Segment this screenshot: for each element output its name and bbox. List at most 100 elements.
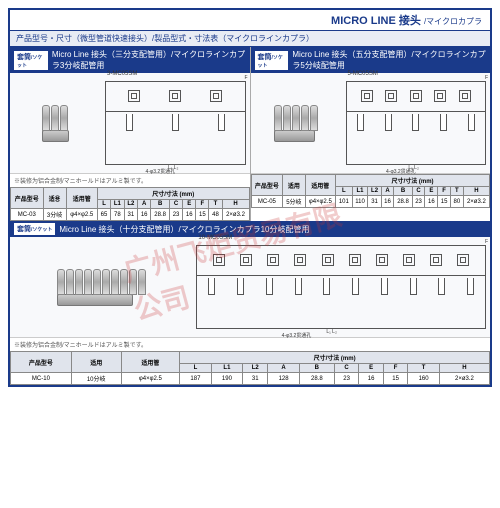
schematic-drawing: 10-MC05SM4-φ3.2贯通孔FL₁ L₂	[192, 237, 490, 337]
dim-f: F	[485, 239, 488, 245]
header-title: MICRO LINE 接头	[331, 15, 421, 27]
schematic-port	[349, 254, 361, 266]
panel-title-text: Micro Line 接头（三分支配管用）/マイクロラインカプラ3分岐配管用	[52, 49, 246, 71]
table-cell: 16	[359, 373, 384, 385]
connector-pin	[60, 105, 68, 131]
connector-pin	[274, 105, 282, 131]
table-header: 适用管	[305, 175, 336, 196]
table-cell: 3分岐	[43, 209, 66, 221]
schematic-port	[213, 254, 225, 266]
schematic-pin	[468, 114, 475, 131]
table-row: MC-033分岐φ4×φ2.56578311628.8231615482×ø3.…	[11, 209, 250, 221]
table-subheader: L1	[211, 364, 242, 373]
schematic-pin	[323, 278, 330, 295]
connector-pin	[138, 269, 146, 295]
connector-render	[42, 105, 69, 142]
diagram-area: 10-MC05SM4-φ3.2贯通孔FL₁ L₂	[10, 237, 490, 338]
table-cell: 23	[170, 209, 183, 221]
header-sub: /マイクロカプラ	[424, 17, 482, 26]
connector-pin	[129, 269, 137, 295]
table-subheader: C	[412, 187, 425, 196]
product-photo	[10, 73, 101, 173]
connector-pin	[301, 105, 309, 131]
schematic-bottom	[347, 112, 486, 167]
schematic-port	[376, 254, 388, 266]
schematic-port	[403, 254, 415, 266]
bottom-row: 套筒/ソケットMicro Line 接头（十分支配管用）/マイクロラインカプラ1…	[10, 221, 490, 385]
table-cell: 16	[183, 209, 196, 221]
table-header: 产品型号	[251, 175, 283, 196]
panel-title: 套筒/ソケットMicro Line 接头（十分支配管用）/マイクロラインカプラ1…	[10, 221, 490, 237]
schematic-pin	[295, 278, 302, 295]
diagram-area: 5-MC05SM4-φ3.2贯通孔FL₁ L₂	[251, 73, 491, 174]
table-cell: 2×ø3.2	[222, 209, 249, 221]
table-cell: 65	[97, 209, 110, 221]
table-unit-header: 尺寸/寸法 (mm)	[336, 175, 490, 187]
schematic-port	[169, 90, 181, 102]
product-panel: 套筒/ソケットMicro Line 接头（三分支配管用）/マイクロラインカプラ3…	[10, 47, 251, 221]
table-subheader: H	[463, 187, 489, 196]
table-cell: 160	[408, 373, 439, 385]
connector-pin	[57, 269, 65, 295]
table-subheader: L2	[124, 200, 138, 209]
connector-base	[57, 294, 133, 306]
connector-pin	[66, 269, 74, 295]
table-cell: φ4×φ2.5	[121, 373, 180, 385]
dim-f: F	[485, 75, 488, 81]
table-header: 适用管	[66, 188, 97, 209]
table-row: MC-1010分岐φ4×φ2.51871903112828.8231615160…	[11, 373, 490, 385]
schematic-port	[457, 254, 469, 266]
diagram-area: 3-MC05SM4-φ3.2贯通孔FL₁ L₂	[10, 73, 250, 174]
table-cell: MC-10	[11, 373, 72, 385]
product-panel: 套筒/ソケットMicro Line 接头（十分支配管用）/マイクロラインカプラ1…	[10, 221, 490, 385]
table-header: 适用	[71, 352, 121, 373]
table-cell: 28.8	[394, 196, 412, 208]
connector-pin	[51, 105, 59, 131]
product-panel: 套筒/ソケットMicro Line 接头（五分支配管用）/マイクロラインカプラ5…	[251, 47, 491, 221]
connector-base	[42, 130, 69, 142]
schematic-pin	[266, 278, 273, 295]
table-subheader: H	[439, 364, 489, 373]
schematic-port	[430, 254, 442, 266]
table-subheader: F	[383, 364, 408, 373]
panel-title: 套筒/ソケットMicro Line 接头（五分支配管用）/マイクロラインカプラ5…	[251, 47, 491, 73]
table-cell: 23	[334, 373, 359, 385]
connector-pin	[102, 269, 110, 295]
table-cell: 80	[451, 196, 464, 208]
top-row: 套筒/ソケットMicro Line 接头（三分支配管用）/マイクロラインカプラ3…	[10, 47, 490, 221]
panel-tag: 套筒/ソケット	[14, 51, 48, 70]
schematic-pin	[218, 114, 225, 131]
panel-note: ※装修为铝合金制/マニホールドはアルミ製です。	[10, 174, 250, 187]
schematic-pin	[385, 114, 392, 131]
connector-pin	[310, 105, 318, 131]
schematic-top	[347, 82, 486, 112]
dim-l: L₁ L₂	[408, 165, 419, 171]
table-row: MC-055分岐φ4×φ2.5101110311628.8231615802×ø…	[251, 196, 490, 208]
table-cell: 2×ø3.2	[463, 196, 489, 208]
table-subheader: B	[299, 364, 334, 373]
table-cell: 48	[209, 209, 222, 221]
schematic-label: 5-MC05SM	[348, 71, 378, 77]
schematic-port	[210, 90, 222, 102]
panel-tag: 套筒/ソケット	[14, 223, 55, 235]
schematic-bottom	[197, 276, 485, 331]
table-cell: 15	[383, 373, 408, 385]
schematic-label: 10-MC05SM	[198, 235, 232, 241]
table-cell: φ4×φ2.5	[305, 196, 336, 208]
panel-title: 套筒/ソケットMicro Line 接头（三分支配管用）/マイクロラインカプラ3…	[10, 47, 250, 73]
table-cell: 190	[211, 373, 242, 385]
panel-tag: 套筒/ソケット	[255, 51, 289, 70]
table-header: 适用	[283, 175, 305, 196]
sub-header: 产品型号・尺寸（微型管道快速接头）/製品型式・寸法表（マイクロラインカプラ）	[10, 31, 490, 47]
schematic-pin	[172, 114, 179, 131]
schematic-pin	[381, 278, 388, 295]
table-subheader: C	[334, 364, 359, 373]
table-cell: 187	[180, 373, 211, 385]
spec-table: 产品型号适용适用管尺寸/寸法 (mm)LL1L2ABCEFTHMC-033分岐φ…	[10, 187, 250, 221]
dim-l: L₁ L₂	[168, 165, 179, 171]
schematic-port	[434, 90, 446, 102]
table-cell: MC-05	[251, 196, 283, 208]
connector-pin	[111, 269, 119, 295]
table-subheader: H	[222, 200, 249, 209]
table-cell: 5分岐	[283, 196, 305, 208]
